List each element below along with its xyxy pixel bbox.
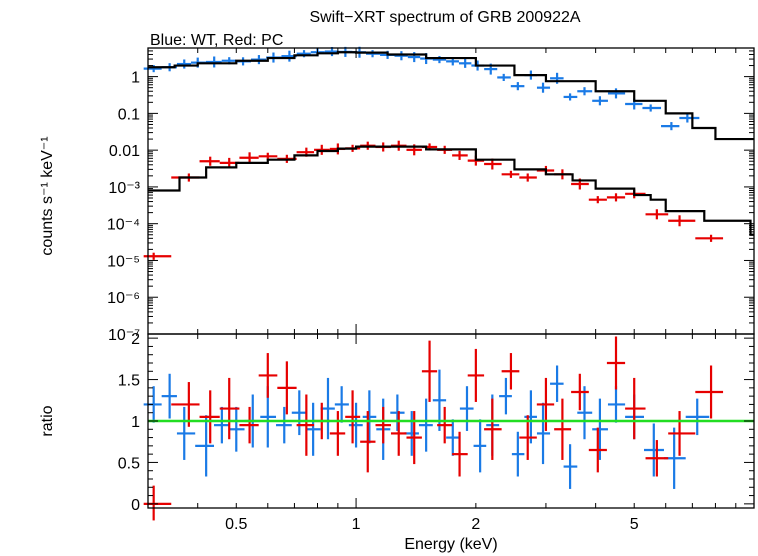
y-tick-label: 1.5 (118, 373, 140, 390)
y-tick-label: 0.01 (109, 143, 140, 160)
y-tick-label: 0.1 (118, 106, 140, 123)
pc-model-line (148, 145, 754, 236)
y-tick-label: 0.5 (118, 455, 140, 472)
x-axis-label: Energy (keV) (404, 536, 497, 553)
y-tick-label: 10⁻⁶ (107, 290, 140, 307)
ratio-y-label: ratio (39, 405, 56, 436)
spectrum-frame (147, 47, 755, 335)
x-tick-label: 0.5 (225, 516, 247, 533)
chart-title: Swift−XRT spectrum of GRB 200922A (309, 9, 580, 26)
x-tick-label: 1 (352, 516, 361, 533)
y-tick-label: 1 (131, 70, 140, 87)
ratio-panel: 0.5 1 2 5 0 0.5 1 1.5 2 ratio (39, 331, 755, 533)
spectrum-panel: 1 0.1 0.01 10⁻³ 10⁻⁴ 10⁻⁵ 10⁻⁶ 10⁻⁷ counts s⁻¹ … (39, 46, 755, 344)
y-tick-label: 10⁻⁷ (108, 327, 140, 344)
x-tick-label: 5 (630, 516, 639, 533)
x-tick-label: 2 (471, 516, 480, 533)
y-tick-label: 10⁻³ (108, 180, 140, 197)
spectrum-y-label: counts s⁻¹ keV⁻¹ (39, 136, 56, 255)
y-tick-label: 1 (131, 414, 140, 431)
y-tick-label: 10⁻⁵ (107, 253, 140, 270)
y-tick-label: 10⁻⁴ (107, 217, 140, 234)
y-tick-label: 2 (131, 331, 140, 348)
wt-model-line (148, 51, 754, 141)
y-tick-label: 0 (131, 497, 140, 514)
chart-subtitle: Blue: WT, Red: PC (150, 32, 283, 49)
